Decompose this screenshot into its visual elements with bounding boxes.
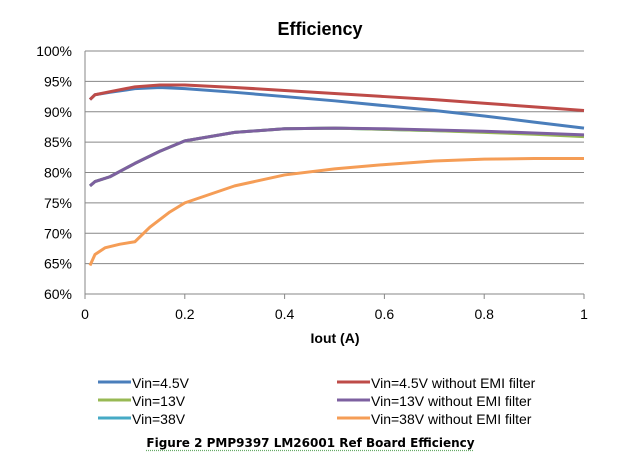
x-tick-label: 0.2 [175, 306, 195, 322]
y-tick-label: 70% [44, 225, 72, 241]
legend-label-1: Vin=13V [132, 393, 186, 409]
x-tick-label: 0.8 [474, 306, 494, 322]
y-tick-label: 65% [44, 256, 72, 272]
y-tick-label: 95% [44, 73, 72, 89]
y-tick-label: 85% [44, 134, 72, 150]
x-tick-label: 0.4 [275, 306, 295, 322]
y-tick-label: 75% [44, 195, 72, 211]
series-line-2 [89, 126, 585, 188]
x-tick-label: 0 [81, 306, 89, 322]
x-tick-label: 1 [580, 306, 588, 322]
y-tick-label: 80% [44, 165, 72, 181]
caption-text: Figure 2 PMP9397 LM26001 Ref Board Effic… [146, 436, 475, 450]
x-tick-label: 0.6 [375, 306, 395, 322]
y-tick-label: 90% [44, 104, 72, 120]
figure-caption: Figure 2 PMP9397 LM26001 Ref Board Effic… [0, 436, 621, 450]
x-axis-label: Iout (A) [311, 330, 360, 346]
legend-label-3: Vin=4.5V without EMI filter [371, 375, 536, 391]
chart-title: Efficiency [277, 19, 362, 39]
legend-label-5: Vin=38V without EMI filter [371, 411, 532, 427]
legend-label-0: Vin=4.5V [132, 375, 190, 391]
series-line-4 [89, 126, 585, 188]
series-line-1 [89, 126, 585, 188]
efficiency-chart: Efficiency 60% 65% 70% 75% 80% 85% 90% 95% 100% 0… [36, 19, 588, 427]
series-line-5 [88, 157, 584, 267]
y-tick-label: 100% [36, 43, 72, 59]
y-tick-label: 60% [44, 286, 72, 302]
legend-label-4: Vin=13V without EMI filter [371, 393, 532, 409]
series-line-3 [88, 83, 585, 113]
legend-label-2: Vin=38V [132, 411, 186, 427]
